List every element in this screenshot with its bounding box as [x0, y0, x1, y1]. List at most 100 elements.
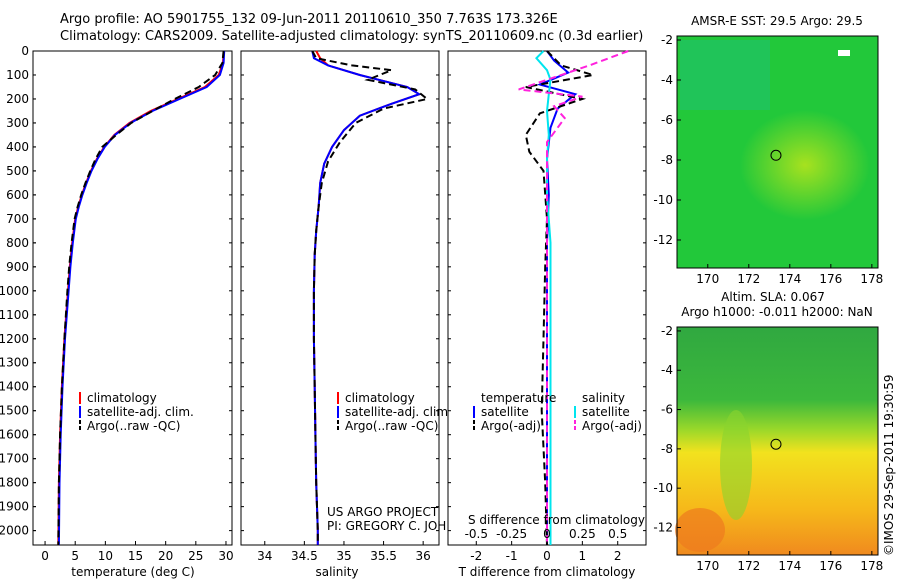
legend-argo-label: Argo(..raw -QC) [87, 419, 180, 433]
depth-tick-label: 200 [6, 92, 29, 106]
depth-tick-label: 2000 [0, 524, 29, 538]
depth-tick-label: 1200 [0, 332, 29, 346]
lat-tick-label: -2 [661, 33, 673, 47]
figure-title-line1: Argo profile: AO 5901755_132 09-Jun-2011… [60, 12, 558, 27]
sla-map-green-tongue [720, 410, 752, 520]
legend-t-argo-label: Argo(-adj) [481, 419, 541, 433]
series-line-salinity-argo-adj [518, 50, 629, 545]
sla-map-warm-patch [675, 508, 725, 552]
s-difference-axis-ticks: -0.5 -0.25 0 0.25 0.5 [465, 527, 628, 541]
depth-tick-label: 1300 [0, 356, 29, 370]
lat-tick-label: -6 [661, 113, 673, 127]
sla-map-title-line1: Altim. SLA: 0.067 [721, 290, 825, 304]
sla-map-lat-ticks: -2 -4 -6 -8 -10 -12 [653, 324, 681, 534]
lat-tick-label: -4 [661, 73, 673, 87]
lon-tick-label: 170 [696, 272, 719, 286]
lon-tick-label: 178 [860, 272, 883, 286]
lon-tick-label: 170 [696, 559, 719, 573]
depth-tick-label: 900 [6, 260, 29, 274]
x-tick-label: 25 [188, 549, 203, 563]
s-difference-tick-label: 0.25 [569, 527, 596, 541]
temperature-axis-ticks: 0 5 10 15 20 25 30 [41, 541, 234, 563]
depth-tick-label: 1700 [0, 452, 29, 466]
x-tick-label: 20 [158, 549, 173, 563]
sst-map-marker-layer [770, 149, 782, 161]
lat-tick-label: -12 [653, 233, 673, 247]
series-line-argo-raw-qc [311, 50, 430, 545]
lon-tick-label: 174 [778, 559, 801, 573]
sla-map-panel: Altim. SLA: 0.067 Argo h1000: -0.011 h20… [653, 290, 883, 573]
x-tick-label: 2 [614, 549, 622, 563]
lat-tick-label: -2 [661, 324, 673, 338]
x-tick-label: 10 [98, 549, 113, 563]
sst-map-lat-ticks: -2 -4 -6 -8 -10 -12 [653, 33, 681, 247]
lon-tick-label: 178 [860, 559, 883, 573]
depth-tick-label: 700 [6, 212, 29, 226]
x-tick-label: 0 [543, 549, 551, 563]
figure-title-line2: Climatology: CARS2009. Satellite-adjuste… [60, 29, 644, 44]
sla-map-marker-layer [770, 438, 782, 450]
sla-map-lon-ticks: 170 172 174 176 178 [696, 551, 883, 573]
temperature-plot-area [33, 50, 232, 546]
sst-map-title: AMSR-E SST: 29.5 Argo: 29.5 [691, 14, 863, 28]
depth-axis-labels: 0 100 200 300 400 500 600 700 800 900 1000 1100 1200… [0, 44, 36, 538]
sst-map-lon-ticks: 170 172 174 176 178 [696, 264, 883, 286]
series-line-argo-raw-qc [57, 50, 225, 546]
s-difference-tick-label: -0.5 [465, 527, 488, 541]
x-tick-label: 30 [218, 549, 233, 563]
legend-s-satellite-label: satellite [582, 405, 630, 419]
pi-annotation: PI: GREGORY C. JOHNSON [327, 519, 481, 533]
series-line-salinity-satellite [535, 50, 552, 545]
temperature-axis-label: temperature (deg C) [71, 565, 194, 579]
lon-tick-label: 176 [819, 272, 842, 286]
x-tick-label: 5 [71, 549, 79, 563]
depth-tick-label: 500 [6, 164, 29, 178]
salinity-panel: 34 34.5 35 35.5 36 salinity climatology sate… [240, 50, 481, 579]
legend-climatology-label: climatology [345, 391, 415, 405]
x-tick-label: 1 [579, 549, 587, 563]
salinity-legend: climatology satellite-adj. clim. Argo(..… [337, 391, 452, 433]
lat-tick-label: -10 [653, 481, 673, 495]
argo-float-location-marker [770, 438, 782, 450]
lon-tick-label: 174 [778, 272, 801, 286]
depth-tick-label: 1400 [0, 380, 29, 394]
legend-temperature-title: temperature [481, 391, 556, 405]
depth-tick-label: 1100 [0, 308, 29, 322]
t-difference-axis-ticks: -2 -1 0 1 2 [470, 541, 622, 563]
legend-salinity-title: salinity [582, 391, 625, 405]
s-difference-tick-label: -0.25 [496, 527, 527, 541]
depth-tick-label: 1000 [0, 284, 29, 298]
imos-credit: ©IMOS 29-Sep-2011 19:30:59 [882, 374, 896, 556]
legend-satellite-label: satellite-adj. clim. [345, 405, 452, 419]
lat-tick-label: -12 [653, 520, 673, 534]
lat-tick-label: -8 [661, 442, 673, 456]
sst-map-warm-area [740, 110, 870, 220]
sla-map-title-line2: Argo h1000: -0.011 h2000: NaN [681, 305, 873, 319]
x-tick-label: 0 [41, 549, 49, 563]
depth-tick-label: 800 [6, 236, 29, 250]
x-tick-label: 35.5 [370, 549, 397, 563]
lon-tick-label: 176 [819, 559, 842, 573]
s-difference-tick-label: 0 [543, 527, 551, 541]
s-difference-axis-label: S difference from climatology [468, 513, 645, 527]
x-tick-label: 15 [128, 549, 143, 563]
sst-map-frame [676, 35, 879, 269]
x-tick-label: 35 [336, 549, 351, 563]
argo-float-location-marker [770, 149, 782, 161]
depth-tick-label: 400 [6, 140, 29, 154]
x-tick-label: 36 [416, 549, 431, 563]
legend-climatology-label: climatology [87, 391, 157, 405]
depth-tick-label: 300 [6, 116, 29, 130]
depth-tick-label: 600 [6, 188, 29, 202]
lat-tick-label: -8 [661, 153, 673, 167]
x-tick-label: 34.5 [291, 549, 318, 563]
depth-tick-label: 1800 [0, 476, 29, 490]
lon-tick-label: 172 [737, 559, 760, 573]
depth-tick-label: 1600 [0, 428, 29, 442]
sst-map-cool-patch [680, 40, 770, 110]
salinity-plot-frame [240, 50, 440, 546]
depth-tick-label: 0 [21, 44, 29, 58]
temperature-legend: climatology satellite-adj. clim. Argo(..… [79, 391, 194, 433]
series-line-temperature-argo-adj [524, 50, 594, 546]
